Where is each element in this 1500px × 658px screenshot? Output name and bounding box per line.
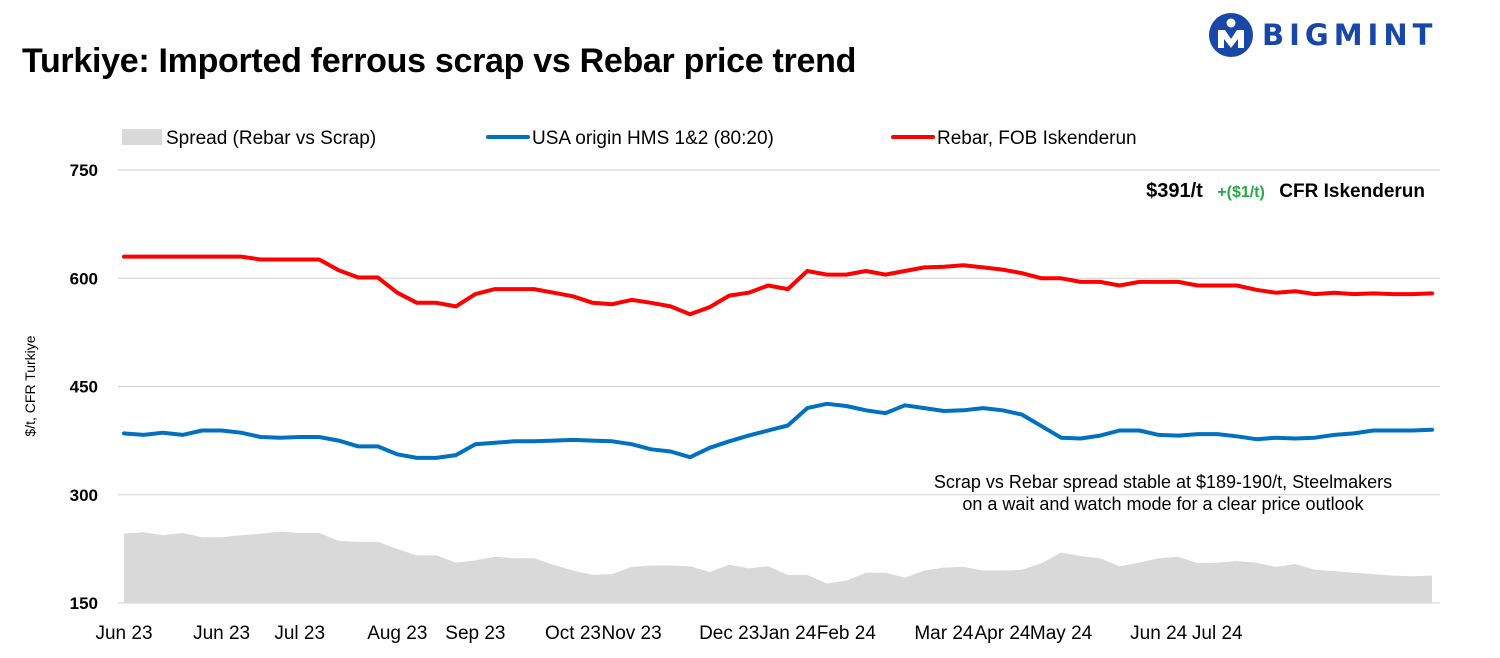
legend-rebar: Rebar, FOB Iskenderun xyxy=(891,128,1137,149)
y-tick-label: 150 xyxy=(70,594,98,613)
y-tick-label: 300 xyxy=(70,486,98,505)
x-tick-label: Apr 24 xyxy=(975,623,1031,644)
hms-scrap-line-series xyxy=(122,401,1434,460)
x-tick-label: Feb 24 xyxy=(817,623,877,644)
spread-note-line-2: on a wait and watch mode for a clear pri… xyxy=(962,494,1364,514)
x-tick-label: Mar 24 xyxy=(914,623,974,644)
x-tick-label: Aug 23 xyxy=(367,623,427,644)
legend-label: USA origin HMS 1&2 (80:20) xyxy=(532,128,774,149)
spread-note-line-1: Scrap vs Rebar spread stable at $189-190… xyxy=(934,472,1392,492)
x-tick-label: Jul 23 xyxy=(274,623,325,644)
bigmint-wordmark: BIGMINT xyxy=(1262,18,1438,52)
legend-label: Spread (Rebar vs Scrap) xyxy=(166,128,376,149)
x-tick-label: Jul 24 xyxy=(1192,623,1243,644)
legend-swatch xyxy=(122,129,162,145)
price-basis: CFR Iskenderun xyxy=(1279,181,1425,202)
x-tick-label: Dec 23 xyxy=(699,623,759,644)
x-tick-label: Sep 23 xyxy=(445,623,505,644)
x-tick-label: Jun 23 xyxy=(95,623,152,644)
x-tick-label: May 24 xyxy=(1030,623,1093,644)
y-axis-label: $/t, CFR Turkiye xyxy=(22,335,38,436)
y-tick-label: 600 xyxy=(70,269,98,288)
legend-hms-scrap: USA origin HMS 1&2 (80:20) xyxy=(486,128,774,149)
x-tick-label: Jun 24 xyxy=(1130,623,1187,644)
x-tick-label: Nov 23 xyxy=(601,623,661,644)
y-tick-label: 450 xyxy=(70,378,98,397)
x-tick-label: Jan 24 xyxy=(759,623,816,644)
legend-label: Rebar, FOB Iskenderun xyxy=(937,128,1137,149)
y-tick-label: 750 xyxy=(70,161,98,180)
rebar-line-series xyxy=(122,254,1434,317)
bigmint-logo-icon xyxy=(1209,13,1253,57)
spread-area-series xyxy=(124,531,1432,603)
x-tick-label: Jun 23 xyxy=(193,623,250,644)
x-tick-label: Oct 23 xyxy=(545,623,601,644)
page-title: Turkiye: Imported ferrous scrap vs Rebar… xyxy=(22,42,857,80)
bigmint-logo: BIGMINT xyxy=(1208,10,1468,60)
current-price: $391/t xyxy=(1146,180,1203,202)
price-change: +($1/t) xyxy=(1217,184,1265,201)
price-callout: $391/t +($1/t) CFR Iskenderun xyxy=(1146,180,1425,202)
legend-spread: Spread (Rebar vs Scrap) xyxy=(122,128,376,149)
